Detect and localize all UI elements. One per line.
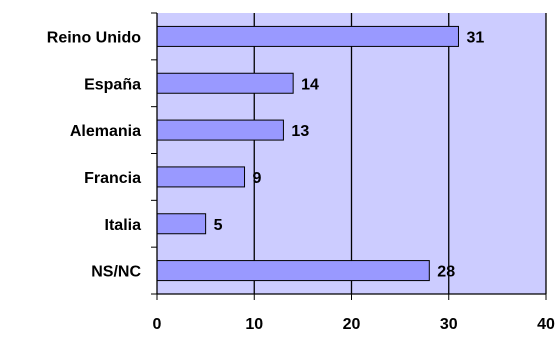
data-label-3: 13 (291, 123, 309, 140)
data-label-2: 14 (301, 76, 319, 93)
bar-6 (156, 260, 430, 282)
x-tick-label-20: 20 (343, 316, 361, 333)
data-label-1: 31 (466, 29, 484, 46)
x-tick-label-0: 0 (153, 316, 162, 333)
bar-1 (156, 25, 459, 47)
x-tick-label-30: 30 (440, 316, 458, 333)
data-label-4: 9 (253, 170, 262, 187)
category-label-3: Alemania (70, 123, 141, 140)
grid-lines (253, 13, 547, 294)
bar-5 (156, 213, 207, 235)
axes: 0 10 20 30 40 (153, 13, 555, 333)
bar-3 (156, 119, 284, 141)
bar-2 (156, 72, 294, 94)
labels: 31 Reino Unido 14 España 13 Alemania 9 Francia 5… (47, 12, 484, 295)
category-label-2: España (84, 76, 141, 93)
category-label-5: Italia (105, 217, 142, 234)
data-label-5: 5 (214, 217, 223, 234)
x-tick-label-10: 10 (245, 316, 263, 333)
category-label-1: Reino Unido (47, 29, 141, 46)
x-tick-label-40: 40 (537, 316, 555, 333)
bar-4 (156, 166, 246, 188)
category-label-4: Francia (84, 170, 141, 187)
category-label-6: NS/NC (91, 264, 141, 281)
data-label-6: 28 (437, 264, 455, 281)
bars (156, 25, 459, 282)
